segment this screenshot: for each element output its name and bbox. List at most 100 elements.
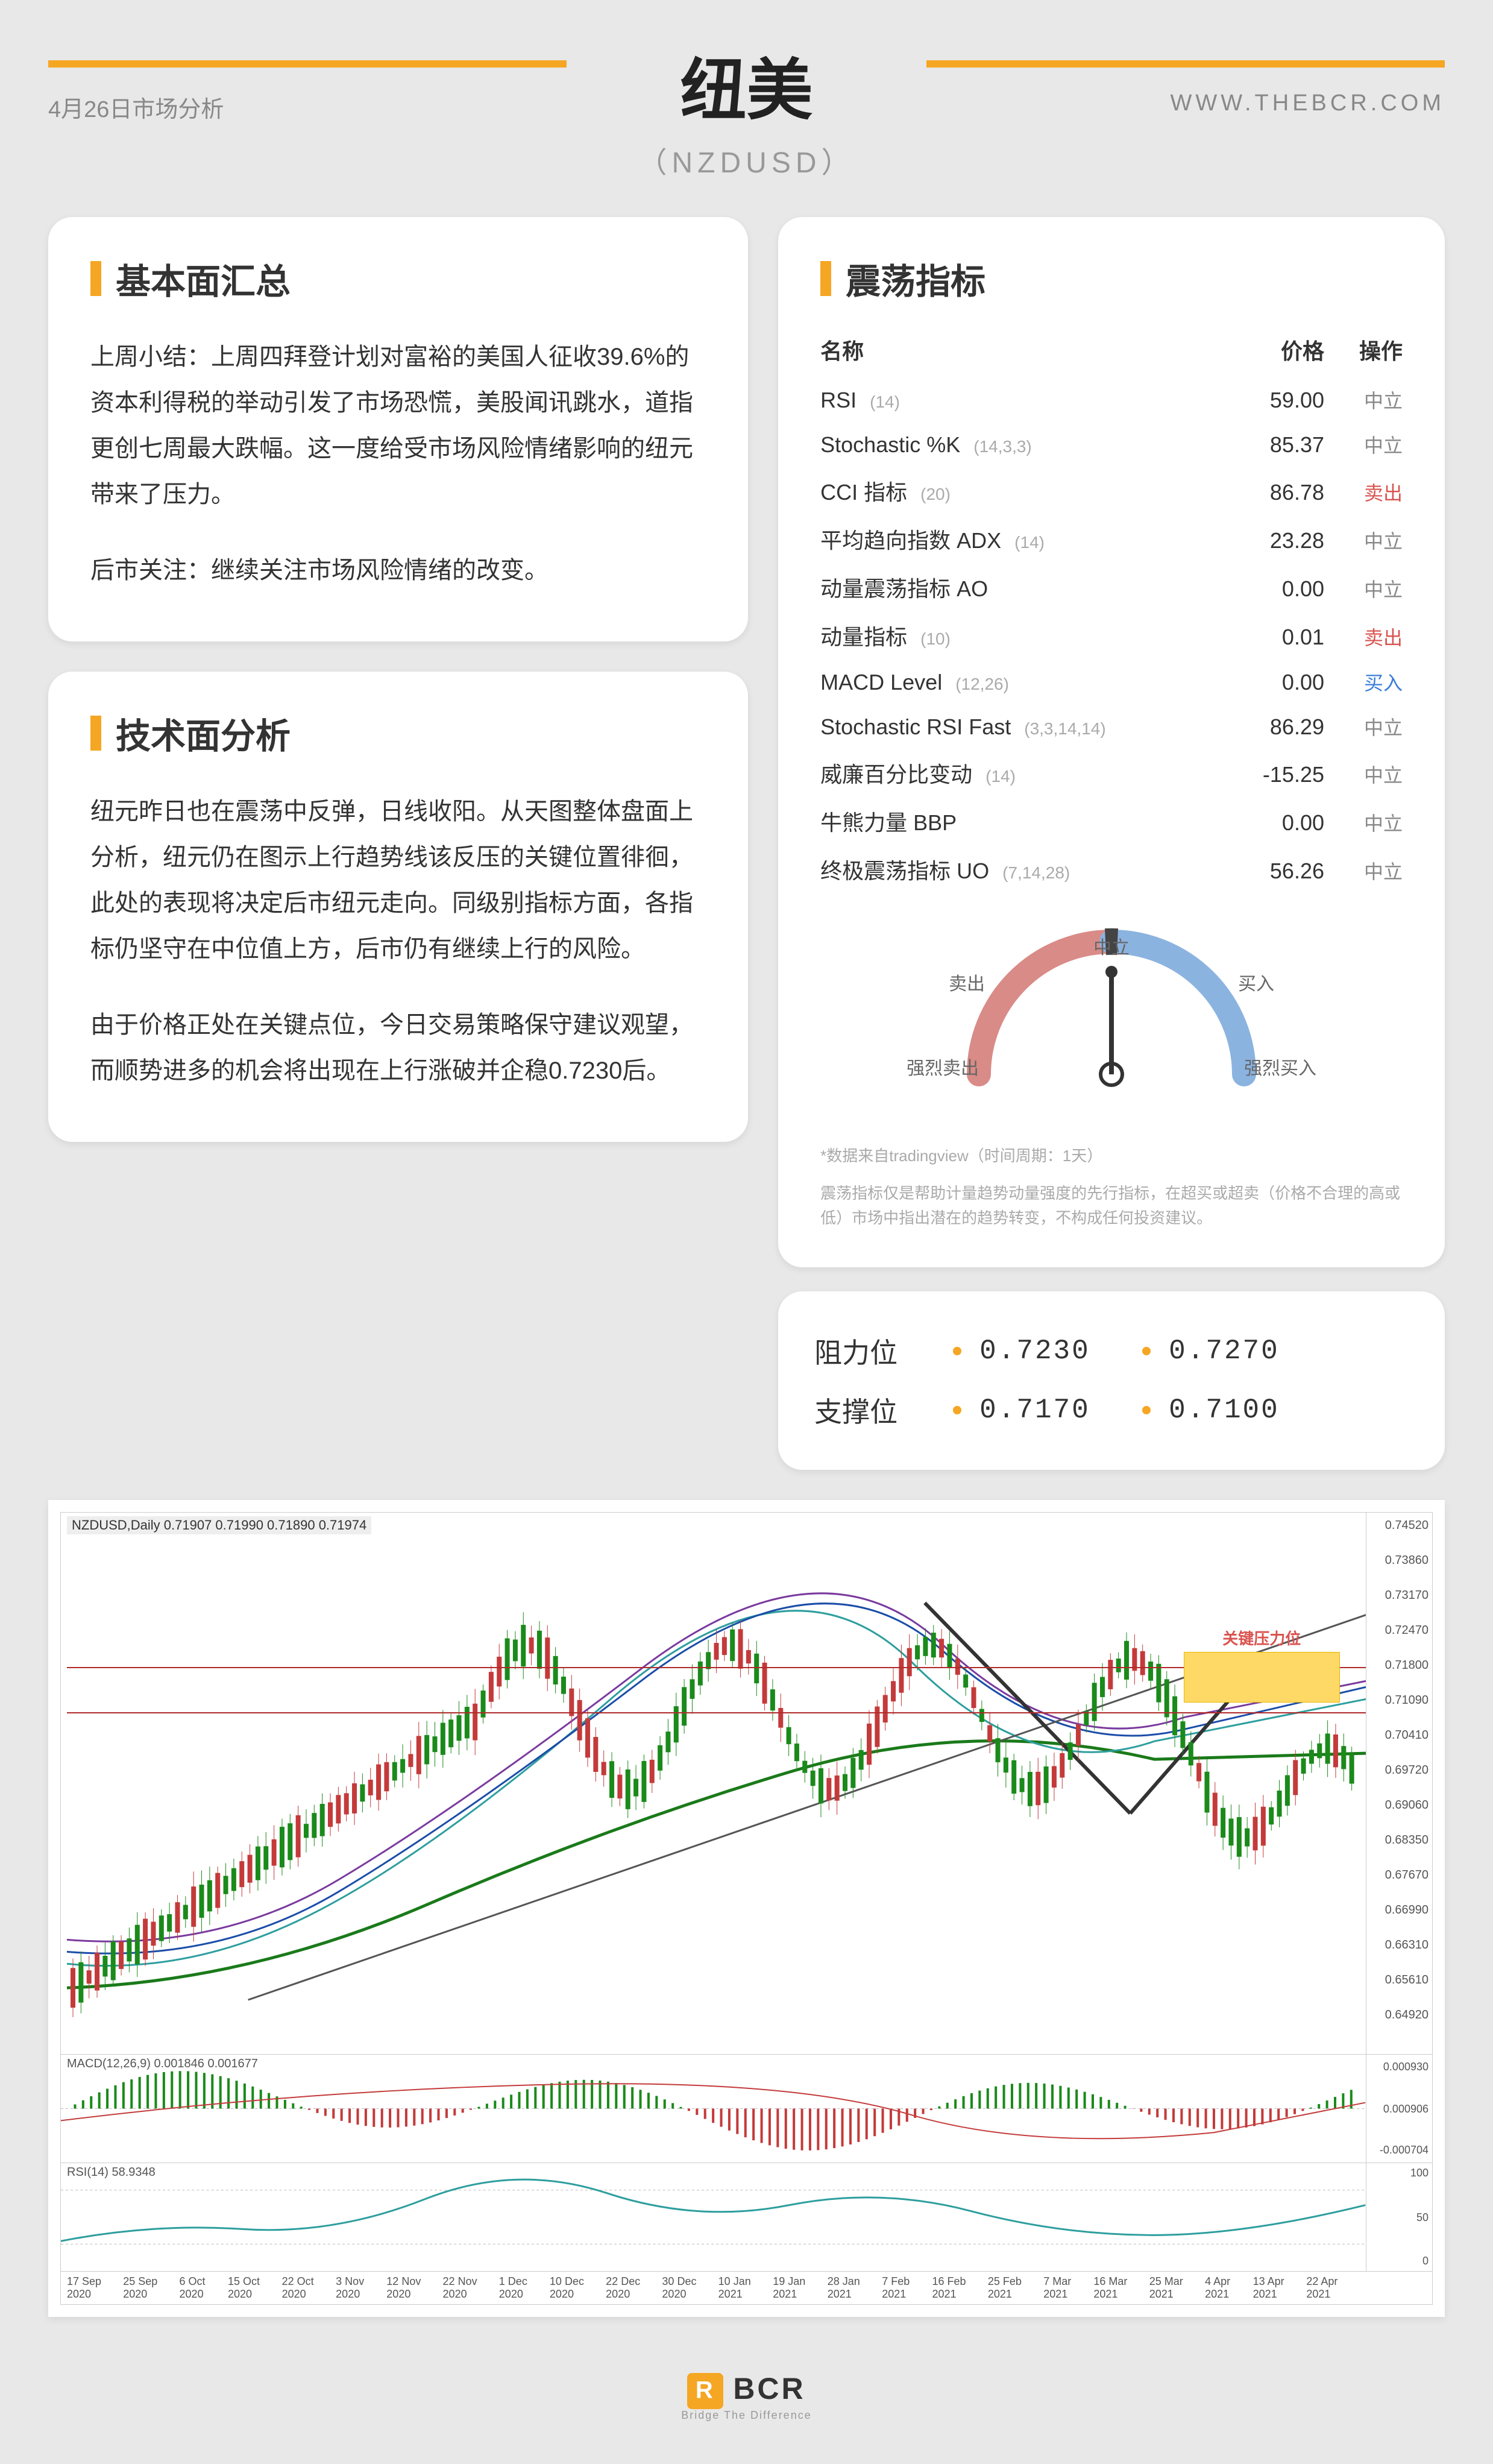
technical-p2: 由于价格正处在关键点位，今日交易策略保守建议观望，而顺势进多的机会将出现在上行涨…: [90, 1002, 706, 1094]
indicator-action: 买入: [1324, 668, 1403, 696]
oscillators-table: 名称 价格 操作 RSI (14)59.00中立Stochastic %K (1…: [820, 334, 1403, 893]
resistance-1: 0.7230: [979, 1335, 1124, 1367]
page: 纽美 （NZDUSD） 4月26日市场分析 WWW.THEBCR.COM 基本面…: [0, 0, 1493, 2464]
indicator-param: (12,26): [955, 675, 1009, 693]
col-price: 价格: [1234, 334, 1324, 365]
xtick: 3 Nov 2020: [336, 2275, 386, 2301]
macd-panel: MACD(12,26,9) 0.001846 0.001677 0.000930…: [60, 2055, 1433, 2163]
table-row: 牛熊力量 BBP 0.00中立: [820, 797, 1403, 845]
left-column: 基本面汇总 上周小结：上周四拜登计划对富裕的美国人征收39.6%的资本利得税的举…: [48, 217, 748, 1470]
fundamentals-title: 基本面汇总: [90, 253, 706, 304]
table-row: Stochastic %K (14,3,3)85.37中立: [820, 422, 1403, 467]
page-subtitle: （NZDUSD）: [48, 139, 1445, 181]
ytick: 0.65610: [1385, 1973, 1429, 1987]
technical-card: 技术面分析 纽元昨日也在震荡中反弹，日线收阳。从天图整体盘面上分析，纽元仍在图示…: [48, 672, 748, 1142]
macd-svg: [61, 2055, 1432, 2163]
indicator-action: 中立: [1324, 430, 1403, 458]
technical-body: 纽元昨日也在震荡中反弹，日线收阳。从天图整体盘面上分析，纽元仍在图示上行趋势线该…: [90, 789, 706, 1094]
table-row: Stochastic RSI Fast (3,3,14,14)86.29中立: [820, 704, 1403, 749]
ytick: 0.000906: [1383, 2103, 1429, 2116]
xtick: 16 Mar 2021: [1093, 2275, 1149, 2301]
site-url: WWW.THEBCR.COM: [1170, 90, 1445, 116]
xtick: 16 Feb 2021: [932, 2275, 987, 2301]
technical-p1: 纽元昨日也在震荡中反弹，日线收阳。从天图整体盘面上分析，纽元仍在图示上行趋势线该…: [90, 789, 706, 972]
indicator-name: 动量震荡指标 AO: [820, 572, 1234, 603]
fundamentals-p1: 上周小结：上周四拜登计划对富裕的美国人征收39.6%的资本利得税的举动引发了市场…: [90, 334, 706, 517]
rsi-yaxis: 100 50 0: [1366, 2163, 1432, 2271]
indicator-name: RSI (14): [820, 388, 1234, 413]
table-row: 平均趋向指数 ADX (14)23.28中立: [820, 515, 1403, 563]
ytick: 100: [1410, 2167, 1429, 2179]
resistance-2: 0.7270: [1169, 1335, 1313, 1367]
right-column: 震荡指标 名称 价格 操作 RSI (14)59.00中立Stochastic …: [778, 217, 1445, 1470]
indicator-name: 牛熊力量 BBP: [820, 805, 1234, 837]
gauge: 中立 卖出 买入 强烈卖出 强烈买入: [820, 918, 1403, 1126]
xtick: 30 Dec 2020: [662, 2275, 718, 2301]
xtick: 1 Dec 2020: [499, 2275, 550, 2301]
rsi-panel: RSI(14) 58.9348 100 50 0: [60, 2163, 1433, 2272]
indicator-param: (10): [920, 629, 951, 648]
xtick: 25 Mar 2021: [1149, 2275, 1205, 2301]
price-chart: NZDUSD,Daily 0.71907 0.71990 0.71890 0.7…: [60, 1512, 1433, 2055]
xtick: 10 Jan 2021: [718, 2275, 773, 2301]
ytick: 0: [1422, 2255, 1429, 2267]
resistance-label: 阻力位: [814, 1331, 935, 1371]
indicator-param: (14): [870, 392, 900, 411]
ytick: 0.73170: [1385, 1589, 1429, 1602]
macd-yaxis: 0.000930 0.000906 -0.000704: [1366, 2055, 1432, 2163]
header-rule-left: [48, 60, 567, 68]
indicator-value: 23.28: [1234, 528, 1324, 553]
indicator-value: -15.25: [1234, 762, 1324, 787]
support-2: 0.7100: [1169, 1394, 1313, 1426]
disclaimer-1: *数据来自tradingview（时间周期：1天）: [820, 1144, 1403, 1169]
logo-icon: [687, 2373, 723, 2409]
indicator-action: 中立: [1324, 575, 1403, 602]
xtick: 22 Oct 2020: [282, 2275, 336, 2301]
indicator-value: 85.37: [1234, 432, 1324, 458]
indicator-name: Stochastic %K (14,3,3): [820, 432, 1234, 458]
resistance-row: 阻力位 0.7230 0.7270: [814, 1322, 1409, 1381]
xtick: 22 Nov 2020: [443, 2275, 499, 2301]
oscillators-card: 震荡指标 名称 价格 操作 RSI (14)59.00中立Stochastic …: [778, 217, 1445, 1267]
xtick: 6 Oct 2020: [180, 2275, 228, 2301]
indicator-param: (3,3,14,14): [1024, 719, 1105, 738]
footer: BCR Bridge The Difference: [48, 2353, 1445, 2440]
header: 纽美 （NZDUSD） 4月26日市场分析 WWW.THEBCR.COM: [48, 36, 1445, 181]
dot-icon: [953, 1347, 961, 1355]
indicator-action: 卖出: [1324, 623, 1403, 651]
dot-icon: [1142, 1406, 1151, 1414]
chart-card: NZDUSD,Daily 0.71907 0.71990 0.71890 0.7…: [48, 1500, 1445, 2317]
indicator-name: CCI 指标 (20): [820, 475, 1234, 506]
fundamentals-body: 上周小结：上周四拜登计划对富裕的美国人征收39.6%的资本利得税的举动引发了市场…: [90, 334, 706, 593]
indicator-param: (14,3,3): [973, 437, 1032, 456]
gauge-strong-buy: 强烈买入: [1244, 1053, 1316, 1080]
content-row: 基本面汇总 上周小结：上周四拜登计划对富裕的美国人征收39.6%的资本利得税的举…: [48, 217, 1445, 1470]
indicator-name: MACD Level (12,26): [820, 670, 1234, 695]
indicator-value: 0.00: [1234, 576, 1324, 602]
indicator-action: 卖出: [1324, 478, 1403, 506]
table-row: 动量震荡指标 AO 0.00中立: [820, 563, 1403, 611]
gauge-sell: 卖出: [949, 969, 985, 995]
table-row: CCI 指标 (20)86.78卖出: [820, 467, 1403, 515]
chart-xaxis: 17 Sep 202025 Sep 20206 Oct 202015 Oct 2…: [60, 2272, 1433, 2305]
ytick: 0.71090: [1385, 1694, 1429, 1707]
indicator-action: 中立: [1324, 760, 1403, 788]
ytick: 0.74520: [1385, 1519, 1429, 1533]
indicator-param: (20): [920, 485, 951, 503]
disclaimer-2: 震荡指标仅是帮助计量趋势动量强度的先行指标，在超买或超卖（价格不合理的高或低）市…: [820, 1181, 1403, 1231]
xtick: 10 Dec 2020: [550, 2275, 606, 2301]
indicator-action: 中立: [1324, 713, 1403, 740]
chart-plot: 关键压力位: [67, 1531, 1366, 2036]
indicator-name: 终极震荡指标 UO (7,14,28): [820, 854, 1234, 885]
dot-icon: [1142, 1347, 1151, 1355]
support-1: 0.7170: [979, 1394, 1124, 1426]
xtick: 12 Nov 2020: [386, 2275, 442, 2301]
table-row: 动量指标 (10)0.01卖出: [820, 611, 1403, 660]
table-header: 名称 价格 操作: [820, 334, 1403, 377]
levels-card: 阻力位 0.7230 0.7270 支撑位 0.7170 0.7100: [778, 1291, 1445, 1470]
resistance-zone-label: 关键压力位: [1222, 1627, 1301, 1649]
xtick: 4 Apr 2021: [1205, 2275, 1253, 2301]
ytick: 0.70410: [1385, 1728, 1429, 1742]
report-date: 4月26日市场分析: [48, 90, 224, 124]
xtick: 13 Apr 2021: [1253, 2275, 1307, 2301]
